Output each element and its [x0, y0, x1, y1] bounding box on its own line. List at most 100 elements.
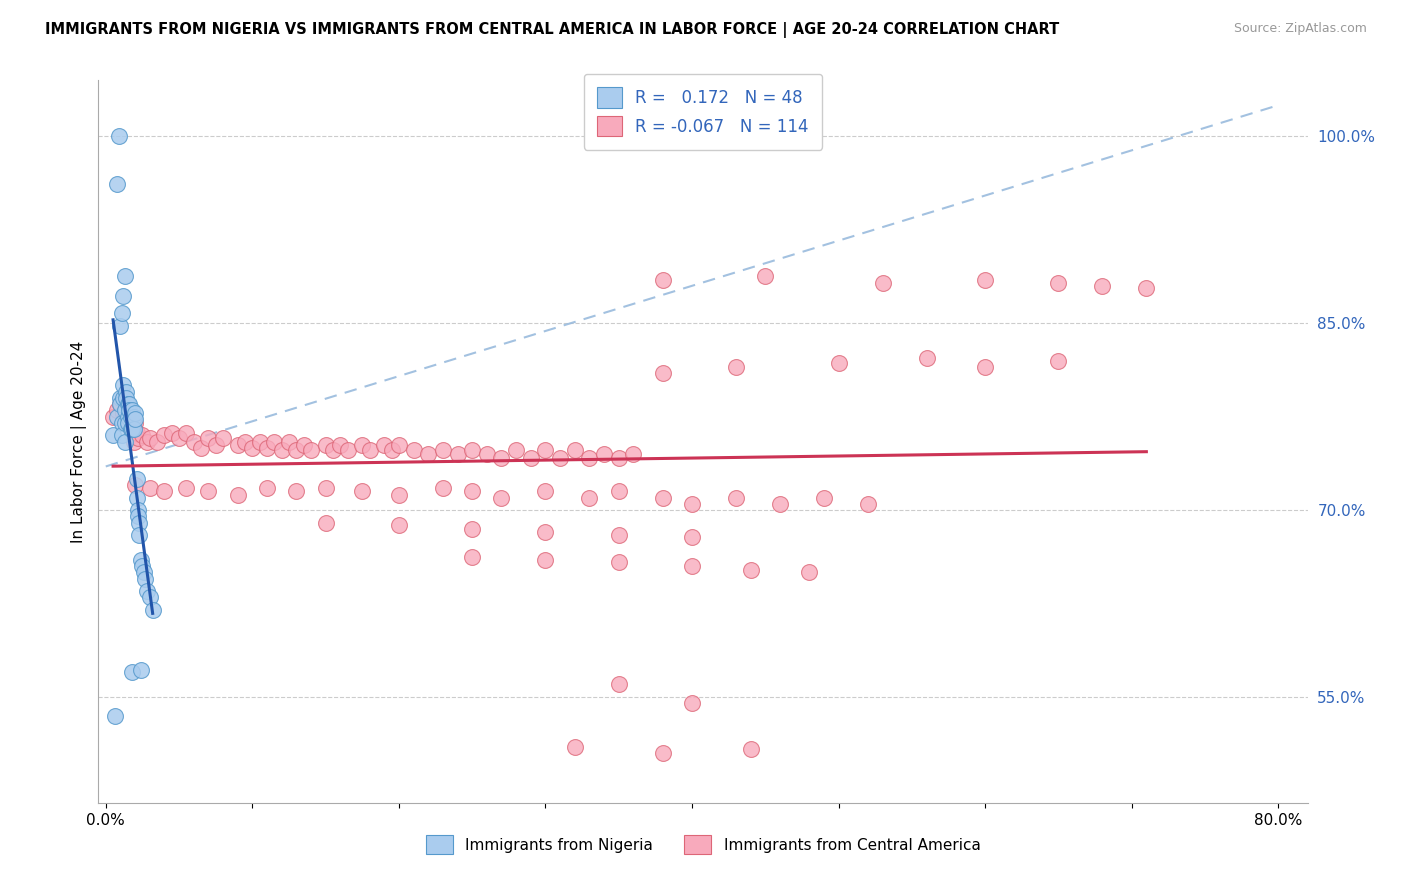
Point [336, 443, 359, 458]
Point [183, 434, 205, 449]
Point [129, 663, 152, 677]
Point [115, 391, 138, 405]
Point [681, 696, 703, 710]
Point [607, 484, 630, 499]
Point [134, 572, 156, 586]
Point [292, 438, 315, 452]
Point [1047, 353, 1070, 368]
Point [103, 708, 125, 723]
Point [740, 742, 762, 756]
Point [651, 746, 673, 760]
Point [418, 447, 440, 461]
Point [534, 443, 557, 458]
Point [117, 416, 139, 430]
Point [101, 409, 124, 424]
Point [128, 516, 150, 530]
Point [651, 491, 673, 505]
Point [112, 391, 135, 405]
Point [915, 351, 938, 365]
Point [118, 416, 141, 430]
Point [1135, 281, 1157, 295]
Point [813, 491, 835, 505]
Point [740, 563, 762, 577]
Point [233, 434, 256, 449]
Point [121, 403, 143, 417]
Point [122, 434, 145, 449]
Point [121, 665, 143, 679]
Point [607, 677, 630, 691]
Point [176, 481, 198, 495]
Point [125, 491, 148, 505]
Text: Source: ZipAtlas.com: Source: ZipAtlas.com [1233, 22, 1367, 36]
Point [1091, 278, 1114, 293]
Point [118, 403, 141, 417]
Point [724, 491, 747, 505]
Point [114, 409, 136, 424]
Point [110, 318, 132, 333]
Point [153, 428, 176, 442]
Point [402, 443, 425, 458]
Point [135, 584, 157, 599]
Point [167, 431, 190, 445]
Point [974, 272, 997, 286]
Point [769, 497, 792, 511]
Point [249, 434, 271, 449]
Point [607, 528, 630, 542]
Point [115, 384, 138, 399]
Point [534, 484, 557, 499]
Point [799, 566, 821, 580]
Point [974, 359, 997, 374]
Point [388, 518, 411, 533]
Point [138, 591, 160, 605]
Point [122, 422, 145, 436]
Point [299, 443, 322, 458]
Point [120, 409, 142, 424]
Point [681, 497, 703, 511]
Point [373, 438, 395, 452]
Point [138, 431, 160, 445]
Point [505, 443, 527, 458]
Point [359, 443, 381, 458]
Point [204, 438, 226, 452]
Text: IMMIGRANTS FROM NIGERIA VS IMMIGRANTS FROM CENTRAL AMERICA IN LABOR FORCE | AGE : IMMIGRANTS FROM NIGERIA VS IMMIGRANTS FR… [45, 22, 1059, 38]
Point [621, 447, 644, 461]
Point [111, 428, 134, 442]
Point [110, 391, 132, 405]
Point [128, 528, 150, 542]
Point [120, 422, 142, 436]
Point [121, 422, 143, 436]
Point [111, 416, 134, 430]
Point [153, 484, 176, 499]
Point [380, 443, 402, 458]
Point [112, 378, 135, 392]
Point [114, 434, 136, 449]
Point [256, 481, 278, 495]
Point [285, 484, 308, 499]
Point [101, 428, 124, 442]
Point [135, 434, 157, 449]
Point [124, 406, 146, 420]
Point [520, 450, 543, 465]
Point [117, 409, 139, 424]
Point [114, 403, 136, 417]
Point [651, 272, 673, 286]
Point [681, 559, 703, 574]
Point [388, 438, 411, 452]
Point [190, 441, 212, 455]
Point [856, 497, 879, 511]
Point [131, 559, 153, 574]
Point [724, 359, 747, 374]
Point [315, 438, 337, 452]
Point [112, 289, 135, 303]
Point [607, 450, 630, 465]
Point [461, 443, 484, 458]
Point [754, 268, 776, 283]
Point [124, 416, 146, 430]
Point [329, 438, 352, 452]
Point [432, 481, 454, 495]
Point [315, 516, 337, 530]
Point [114, 268, 136, 283]
Y-axis label: In Labor Force | Age 20-24: In Labor Force | Age 20-24 [72, 341, 87, 542]
Point [607, 555, 630, 569]
Point [212, 431, 235, 445]
